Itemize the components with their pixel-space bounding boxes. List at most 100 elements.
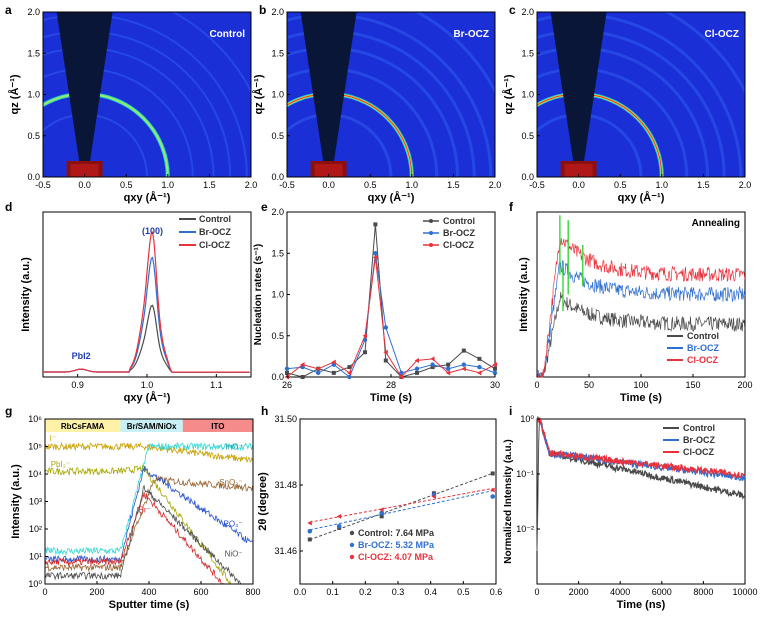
- panel-g-ion-label: I⁻: [50, 434, 56, 443]
- panel-g-band: [45, 419, 121, 432]
- panel-h-ytick-label: 31.46: [274, 546, 297, 556]
- panel-h-point: [490, 494, 496, 499]
- panel-g-series-5: [44, 491, 253, 585]
- panel-g-ytick-label: 10²: [29, 524, 42, 534]
- panel-e-point: [477, 364, 482, 370]
- panel-e-ytick-label: 0.5: [271, 331, 284, 341]
- panel-e-point: [383, 325, 388, 330]
- panel-f-xtick-label: 150: [685, 380, 700, 390]
- panel-e-point: [446, 362, 451, 367]
- panel-h-legend-label: Br-OCZ: 5.32 MPa: [358, 540, 435, 550]
- panel-f-xlabel: Time (s): [620, 392, 662, 404]
- panel-letter-b: b: [259, 3, 266, 17]
- panel-e-legend-marker: [429, 243, 433, 247]
- panel-e-point: [346, 370, 352, 376]
- panel-e-point: [363, 350, 367, 355]
- panel-letter-c: c: [509, 3, 516, 17]
- panel-e-ylabel: Nucleation rates (s⁻¹): [253, 244, 264, 345]
- panel-a-beamstop-core: [70, 164, 99, 177]
- panel-e-point: [372, 254, 378, 260]
- panel-letter-f: f: [509, 200, 514, 214]
- panel-e-point: [331, 370, 336, 375]
- panel-b-ytick-label: 0.0: [271, 172, 284, 182]
- panel-e-point: [461, 348, 466, 353]
- panel-c-xtick-label: 0.5: [614, 180, 627, 190]
- panel-i-xtick-label: 8000: [693, 587, 713, 597]
- panel-g-series-4: [44, 465, 253, 564]
- panel-h-legend-label: Control: 7.64 MPa: [358, 528, 435, 538]
- panel-c-ytick-label: 1.0: [521, 90, 534, 100]
- panel-b-beamstop-core: [314, 164, 343, 177]
- panel-e-point: [398, 374, 404, 380]
- panel-a-wedge: [56, 12, 113, 177]
- panel-g-band: [120, 419, 183, 432]
- panel-e-point: [477, 356, 482, 361]
- panel-g-ion-label: InO⁻: [225, 442, 242, 451]
- panel-f-xtick-label: 100: [633, 380, 648, 390]
- panel-h-point: [307, 520, 312, 526]
- panel-h-point: [379, 514, 384, 519]
- panel-d-xtick-label: 1.0: [141, 380, 154, 390]
- panel-e-point: [461, 366, 466, 372]
- panel-f-ylabel: Intensity (a.u.): [518, 257, 530, 332]
- panel-h-xtick-label: 0.6: [490, 587, 503, 597]
- panel-e-point: [347, 365, 352, 370]
- panel-c-xlabel: qxy (Å⁻¹): [618, 191, 665, 204]
- panel-d-annotation-pbi2: PbI2: [72, 351, 91, 361]
- panel-d-xtick-label: 1.1: [210, 380, 223, 390]
- panel-b-ytick-label: 0.5: [271, 131, 284, 141]
- panel-h-xtick-label: 0.0: [294, 587, 307, 597]
- panel-i-ytick-label: 10⁰: [520, 414, 534, 424]
- panel-h-xtick-label: 0.4: [424, 587, 437, 597]
- panel-c-ytick-label: 0.5: [521, 131, 534, 141]
- panel-letter-e: e: [261, 200, 268, 214]
- panel-b-xtick-label: 0.5: [364, 180, 377, 190]
- panel-e-ytick-label: 1.0: [271, 290, 284, 300]
- panel-h-xtick-label: 0.2: [359, 587, 372, 597]
- panel-b-wedge: [300, 12, 357, 177]
- panel-e-xtick-label: 26: [282, 380, 292, 390]
- panel-h-point: [336, 513, 342, 519]
- panel-e-point: [315, 366, 321, 372]
- panel-d-series-2: [43, 230, 250, 373]
- panel-f-xtick-label: 200: [737, 380, 752, 390]
- panel-c-xtick-label: 1.5: [697, 180, 710, 190]
- panel-b-xtick-label: 0.0: [322, 180, 335, 190]
- panel-e-point: [493, 366, 497, 371]
- panel-letter-i: i: [509, 404, 512, 418]
- panel-g-ytick-label: 10⁴: [28, 469, 42, 479]
- panel-e-point: [362, 333, 367, 339]
- panel-g-band-label: RbCsFAMA: [61, 422, 105, 431]
- panel-i-xtick-label: 2000: [569, 587, 589, 597]
- panel-f-legend-label: Control: [687, 331, 719, 341]
- panel-b-ylabel: qz (Å⁻¹): [252, 74, 265, 114]
- panel-letter-d: d: [5, 200, 12, 214]
- panel-h-point: [307, 528, 313, 534]
- panel-f-xtick-label: 50: [584, 380, 594, 390]
- panel-e-point: [415, 370, 419, 375]
- panel-h-ylabel: 2θ (degree): [257, 472, 269, 531]
- panel-b-xtick-label: 1.0: [406, 180, 419, 190]
- panel-h-point: [490, 487, 495, 493]
- panel-e-xlabel: Time (s): [370, 392, 412, 404]
- panel-i-xtick-label: 10000: [732, 587, 757, 597]
- panel-h-ytick-label: 31.48: [274, 480, 297, 490]
- panel-g-ytick-label: 10⁵: [28, 442, 42, 452]
- panel-letter-g: g: [5, 404, 12, 418]
- panel-g-band-label: ITO: [211, 422, 224, 431]
- panel-e-series-1: [286, 253, 496, 378]
- panel-e-point: [373, 251, 378, 256]
- panel-e-legend-label: Cl-OCZ: [443, 240, 474, 250]
- panel-i-series-2: [536, 417, 746, 479]
- panel-h-ytick-label: 31.50: [274, 414, 297, 424]
- panel-e-point: [492, 362, 497, 368]
- panel-b-xtick-label: -0.5: [279, 180, 295, 190]
- panel-e-xtick-label: 28: [386, 380, 396, 390]
- panel-g-series-2: [44, 441, 253, 556]
- panel-c-ytick-label: 0.0: [521, 172, 534, 182]
- panel-h-legend-label: Cl-OCZ: 4.07 MPa: [358, 552, 434, 562]
- panel-h-point: [379, 510, 384, 516]
- panel-i-series-0: [536, 415, 746, 500]
- panel-a-xtick-label: 1.0: [162, 180, 175, 190]
